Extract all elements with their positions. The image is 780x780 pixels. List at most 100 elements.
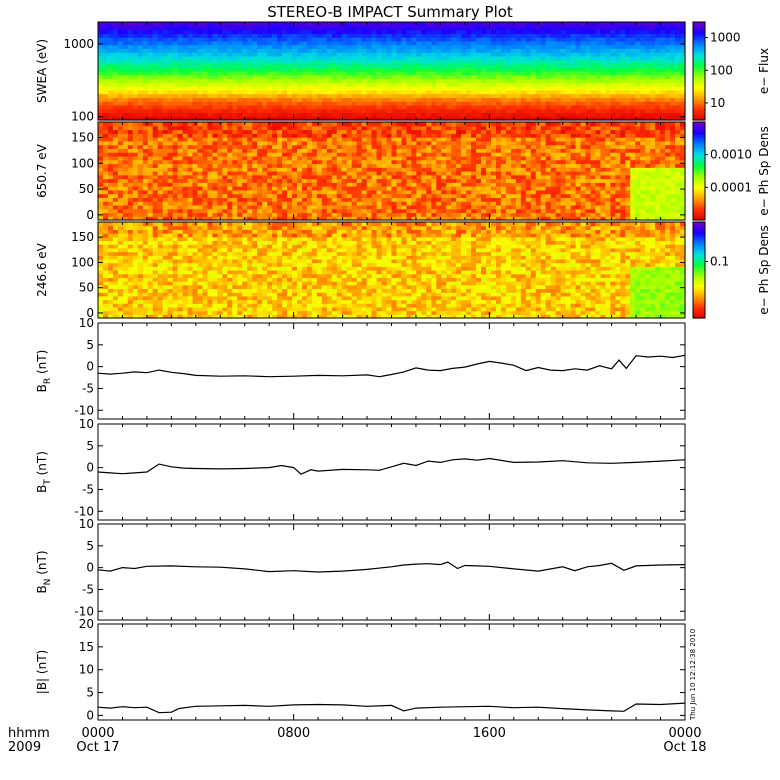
heatmap-cell [301, 216, 308, 221]
heatmap-cell [570, 37, 577, 42]
heatmap-cell [341, 67, 348, 72]
heatmap-cell [311, 152, 318, 157]
heatmap-cell [102, 167, 109, 172]
heatmap-cell [675, 82, 681, 87]
heatmap-cell [257, 104, 263, 110]
heatmap-cell [237, 71, 243, 76]
y-axis-label: SWEA (eV) [35, 39, 49, 103]
heatmap-cell [550, 63, 557, 68]
heatmap-cell [595, 29, 602, 34]
heatmap-cell [381, 40, 388, 46]
heatmap-cell [391, 97, 398, 102]
heatmap-cell [605, 52, 611, 57]
heatmap-cell [202, 137, 209, 142]
heatmap-cell [321, 82, 328, 87]
heatmap-cell [665, 101, 671, 106]
heatmap-cell [655, 25, 661, 31]
heatmap-cell [336, 48, 343, 53]
heatmap-cell [655, 40, 661, 46]
heatmap-cell [535, 59, 542, 65]
heatmap-cell [416, 163, 422, 168]
heatmap-cell [127, 89, 134, 95]
heatmap-cell [252, 212, 258, 217]
heatmap-cell [620, 112, 626, 117]
heatmap-cell [162, 33, 169, 38]
heatmap-cell [272, 204, 278, 210]
heatmap-cell [346, 55, 353, 61]
heatmap-cell [247, 159, 253, 165]
heatmap-cell [301, 163, 308, 168]
heatmap-cell [232, 197, 238, 202]
heatmap-cell [655, 44, 661, 49]
heatmap-cell [406, 63, 412, 68]
heatmap-cell [272, 152, 278, 157]
heatmap-cell [356, 89, 363, 95]
colorbar-cell [693, 58, 705, 62]
heatmap-cell [306, 112, 313, 117]
heatmap-cell [376, 89, 383, 95]
heatmap-cell [232, 155, 238, 161]
heatmap-cell [505, 59, 512, 65]
heatmap-cell [157, 152, 164, 157]
heatmap-cell [600, 63, 607, 68]
heatmap-cell [481, 112, 487, 117]
heatmap-cell [436, 48, 442, 53]
heatmap-cell [197, 86, 204, 91]
heatmap-cell [187, 159, 194, 165]
heatmap-cell [207, 197, 214, 202]
heatmap-cell [257, 201, 263, 206]
heatmap-cell [316, 122, 323, 127]
heatmap-cell [505, 44, 512, 49]
heatmap-cell [152, 159, 159, 165]
heatmap-cell [625, 78, 631, 83]
heatmap-cell [122, 55, 129, 61]
heatmap-cell [401, 193, 408, 198]
heatmap-cell [311, 140, 318, 146]
heatmap-cell [630, 74, 636, 80]
heatmap-cell [182, 208, 189, 214]
heatmap-cell [147, 25, 154, 31]
heatmap-cell [182, 22, 189, 27]
colorbar-cell [693, 85, 705, 89]
heatmap-cell [182, 108, 189, 114]
heatmap-cell [416, 112, 422, 117]
heatmap-cell [675, 63, 681, 68]
heatmap-cell [341, 86, 348, 91]
heatmap-cell [192, 201, 199, 206]
heatmap-cell [476, 82, 482, 87]
heatmap-cell [272, 86, 278, 91]
heatmap-cell [147, 29, 154, 34]
heatmap-cell [162, 74, 169, 80]
heatmap-cell [237, 29, 243, 34]
heatmap-cell [500, 108, 507, 114]
heatmap-cell [212, 86, 218, 91]
heatmap-cell [351, 22, 358, 27]
heatmap-cell [282, 204, 288, 210]
heatmap-cell [98, 148, 104, 153]
heatmap-cell [640, 48, 646, 53]
heatmap-cell [326, 48, 333, 53]
heatmap-cell [127, 22, 134, 27]
heatmap-cell [441, 112, 447, 117]
heatmap-cell [560, 63, 567, 68]
heatmap-cell [510, 67, 517, 72]
heatmap-cell [416, 59, 422, 65]
heatmap-cell [451, 104, 457, 110]
heatmap-cell [421, 59, 427, 65]
heatmap-cell [495, 78, 502, 83]
heatmap-cell [311, 37, 318, 42]
heatmap-cell [292, 116, 298, 121]
heatmap-cell [600, 33, 607, 38]
heatmap-cell [680, 104, 686, 110]
heatmap-cell [336, 216, 343, 221]
heatmap-cell [530, 48, 537, 53]
heatmap-cell [157, 159, 164, 165]
heatmap-cell [117, 74, 124, 80]
heatmap-cell [446, 44, 452, 49]
heatmap-cell [252, 44, 258, 49]
heatmap-cell [242, 174, 248, 180]
heatmap-cell [272, 189, 278, 195]
heatmap-cell [306, 55, 313, 61]
heatmap-cell [321, 52, 328, 57]
heatmap-cell [267, 174, 273, 180]
